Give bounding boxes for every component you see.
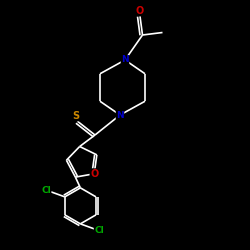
Text: Cl: Cl: [41, 186, 51, 195]
Text: S: S: [73, 111, 80, 121]
Text: Cl: Cl: [94, 226, 104, 234]
Text: O: O: [90, 169, 98, 179]
Text: O: O: [136, 6, 144, 16]
Text: N: N: [121, 56, 129, 64]
Text: N: N: [116, 110, 124, 120]
